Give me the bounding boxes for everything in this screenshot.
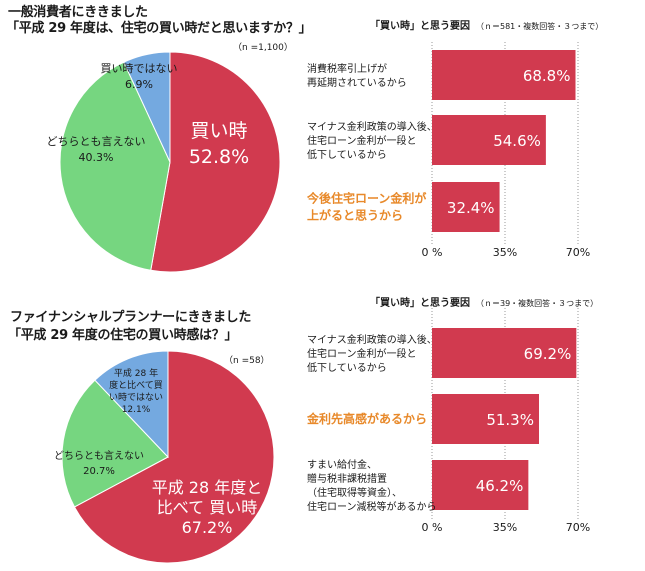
section2-title-line2: 「平成 29 年度の住宅の買い時感は？」 <box>8 328 238 343</box>
bar-category-line: マイナス金利政策の導入後、 <box>307 333 437 346</box>
bar <box>432 50 576 100</box>
pie-label-name: 平成 28 年度と <box>152 478 263 497</box>
section2-reasons-title: 「買い時」と思う要因 （ｎ＝39・複数回答・３つまで） <box>370 294 598 309</box>
x-tick-label: 0 % <box>422 246 443 259</box>
bar-value-label: 69.2% <box>524 345 572 363</box>
bar-category-line: 今後住宅ローン金利が <box>306 191 426 206</box>
bar-value-label: 68.8% <box>523 67 571 85</box>
pie-label-value: 20.7% <box>83 466 115 477</box>
bar-category-label: 金利先高感があるから <box>306 411 427 426</box>
bar-category-line: 上がると思うから <box>307 208 403 223</box>
pie-label-name: い時ではない <box>109 392 163 403</box>
section1-title-line2: 「平成 29 年度は、住宅の買い時だと思いますか？」 <box>6 21 312 36</box>
bar-category-line: 再延期されているから <box>307 77 407 89</box>
section1-reasons-title: 「買い時」と思う要因 （ｎ＝581・複数回答・３つまで） <box>370 17 603 32</box>
bar-category-line: マイナス金利政策の導入後、 <box>307 120 437 133</box>
reasons-note: （ｎ＝581・複数回答・３つまで） <box>476 22 604 31</box>
bar-category-line: 金利先高感があるから <box>306 411 427 426</box>
pie-slice <box>150 51 281 273</box>
pie-label-name: 平成 28 年 <box>114 367 158 379</box>
bar <box>432 115 546 165</box>
pie-slice <box>123 51 171 163</box>
bar <box>432 328 577 378</box>
pie-slice-label: 買い時ではない 6.9% <box>101 62 178 91</box>
bar-category-line: 低下しているから <box>307 148 387 161</box>
bar-category-label: すまい給付金、贈与税非課税措置（住宅取得等資金）、住宅ローン減税等があるから <box>307 458 437 513</box>
bar <box>432 394 539 444</box>
pie-slice-label: どちらとも言えない 20.7% <box>54 449 144 477</box>
pie-label-name: どちらとも言えない <box>47 135 146 148</box>
bar-value-label: 32.4% <box>447 199 495 217</box>
pie-label-name: 買い時ではない <box>101 62 178 75</box>
bar-value-label: 51.3% <box>486 411 534 429</box>
reasons-note: （ｎ＝39・複数回答・３つまで） <box>476 299 599 308</box>
bar <box>432 460 529 510</box>
reasons-title-text: 「買い時」と思う要因 <box>370 298 470 309</box>
pie-slice <box>59 61 171 271</box>
pie-label-name: 買い時 <box>190 120 247 142</box>
pie-label-value: 40.3% <box>79 151 114 164</box>
pie-label-value: 52.8% <box>189 146 249 168</box>
section2-sample-note: （n =58） <box>224 356 270 366</box>
x-tick-label: 70% <box>566 521 590 534</box>
bar-category-line: 住宅ローン金利が一段と <box>307 134 417 147</box>
pie-label-value: 67.2% <box>182 518 233 537</box>
pie-slice-label: どちらとも言えない 40.3% <box>47 135 146 164</box>
pie-label-value: 12.1% <box>122 405 151 415</box>
x-tick-label: 70% <box>566 246 590 259</box>
section2-title-line1: ファイナンシャルプランナーにききました <box>10 310 252 325</box>
pie-slice <box>94 350 169 459</box>
section1-title-line1: 一般消費者にききました <box>8 5 148 20</box>
bar-category-line: 住宅ローン金利が一段と <box>307 347 417 360</box>
bar-category-line: 住宅ローン減税等があるから <box>307 500 437 513</box>
pie-slice <box>73 350 275 564</box>
x-tick-label: 35% <box>493 521 517 534</box>
pie-slice-label: 買い時 52.8% <box>189 120 249 168</box>
pie-label-value: 6.9% <box>125 78 153 91</box>
bar-category-line: 低下しているから <box>307 361 387 374</box>
section1-sample-note: （n =1,100） <box>233 43 293 53</box>
bar-value-label: 54.6% <box>493 132 541 150</box>
pie-slice <box>61 379 169 508</box>
pie-label-name: 比べて 買い時 <box>157 498 257 517</box>
x-tick-label: 35% <box>493 246 517 259</box>
bar-category-line: （住宅取得等資金）、 <box>307 486 402 499</box>
bar-category-line: 贈与税非課税措置 <box>307 472 387 485</box>
bar-category-line: 消費税率引上げが <box>307 62 387 75</box>
bar-category-line: すまい給付金、 <box>307 458 377 471</box>
pie-label-name: どちらとも言えない <box>54 449 144 462</box>
pie-label-name: 度と比べて買 <box>109 379 163 391</box>
reasons-title-text: 「買い時」と思う要因 <box>370 21 470 32</box>
bar-value-label: 46.2% <box>476 477 524 495</box>
x-tick-label: 0 % <box>422 521 443 534</box>
bar <box>432 182 500 232</box>
